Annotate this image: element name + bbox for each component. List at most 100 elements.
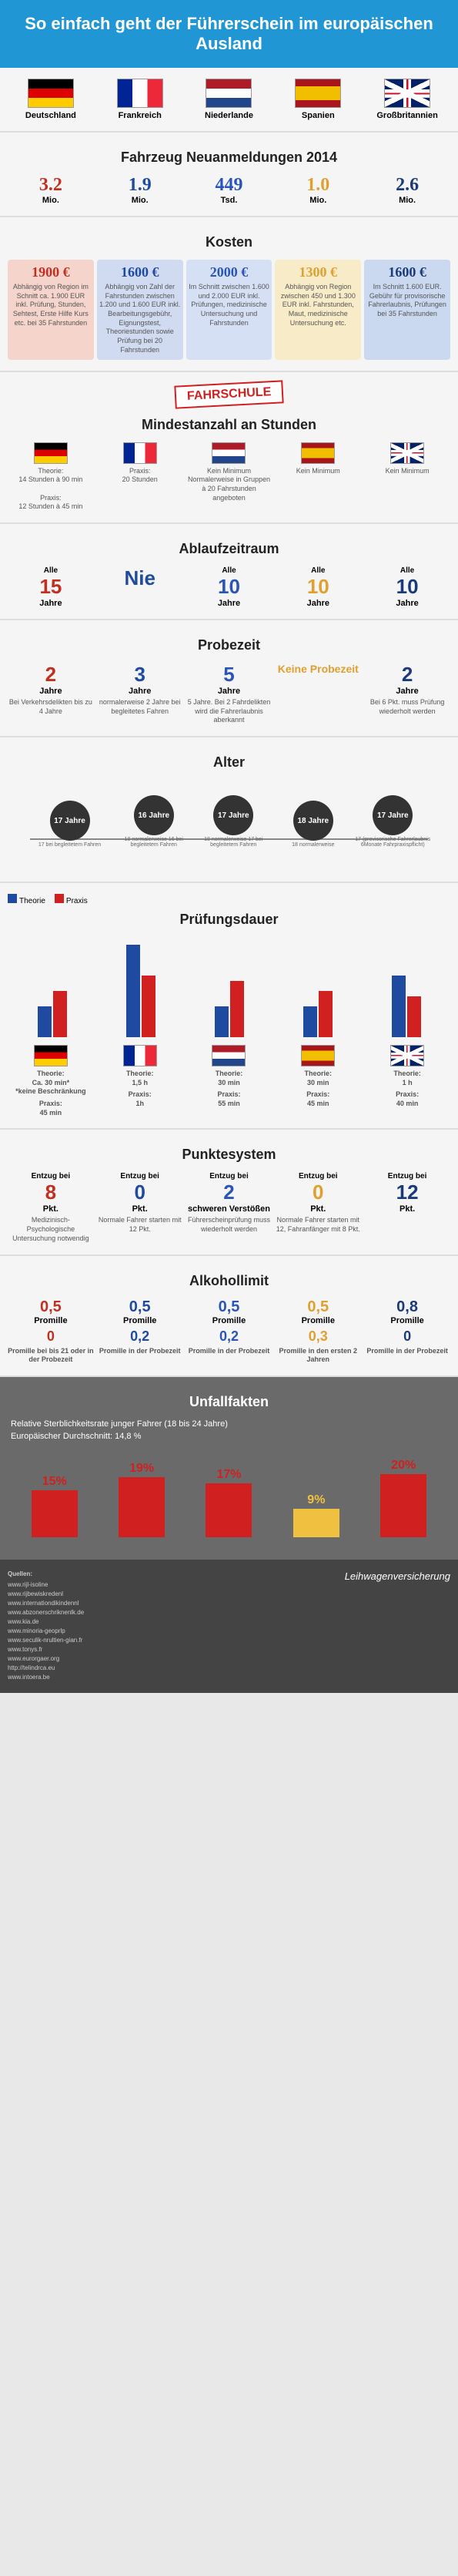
bar-praxis bbox=[53, 991, 67, 1037]
flag-es-icon bbox=[301, 1045, 335, 1066]
expiry-item: Nie bbox=[97, 566, 183, 608]
probation-item: 5Jahre5 Jahre. Bei 2 Fahrdelikten wird d… bbox=[186, 663, 272, 725]
country-uk: Großbritannien bbox=[364, 79, 450, 120]
fact-bar: 15% bbox=[32, 1475, 78, 1537]
minhours-item: Kein Minimum Normalerweise in Gruppen à … bbox=[186, 442, 272, 512]
section-title: Mindestanzahl an Stunden bbox=[8, 417, 450, 433]
exam-label: Theorie: 1 hPraxis: 40 min bbox=[364, 1045, 450, 1117]
facts-section: Unfallfakten Relative Sterblichkeitsrate… bbox=[0, 1377, 458, 1560]
points-item: Entzug bei12Pkt. bbox=[364, 1172, 450, 1243]
source-link: www.tonys.fr bbox=[8, 1645, 84, 1654]
fact-bar: 9% bbox=[293, 1493, 339, 1537]
age-point: 18 Jahre18 normalerweise bbox=[273, 801, 353, 848]
flag-fr-icon bbox=[123, 1045, 157, 1066]
source-link: www.abzonerschriknenlk.de bbox=[8, 1608, 84, 1617]
expiry-item: Alle15Jahre bbox=[8, 566, 94, 608]
section-title: Alter bbox=[8, 754, 450, 771]
source-link: www.seculik-nrultien-gian.fr bbox=[8, 1636, 84, 1645]
flag-de-icon bbox=[34, 1045, 68, 1066]
fahrschule-sign: FAHRSCHULE bbox=[174, 380, 284, 408]
flag-es bbox=[295, 79, 341, 108]
source-link: www.kia.de bbox=[8, 1617, 84, 1627]
cost-item: 1300 €Abhängig von Region zwischen 450 u… bbox=[275, 260, 361, 360]
costs-section: Kosten 1900 €Abhängig von Region im Schn… bbox=[0, 217, 458, 372]
age-point: 16 Jahre18 normalerweise 16 bei begleite… bbox=[114, 795, 194, 848]
sources-label: Quellen: bbox=[8, 1570, 84, 1577]
points-item: Entzug bei2schweren VerstößenFührerschei… bbox=[186, 1172, 272, 1243]
exam-label: Theorie: Ca. 30 min* *keine Beschränkung… bbox=[8, 1045, 94, 1117]
minhours-item: Praxis: 20 Stunden bbox=[97, 442, 183, 512]
reg-value: 449Tsd. bbox=[186, 175, 272, 205]
alcohol-item: 0,8Promille0Promille in der Probezeit bbox=[364, 1298, 450, 1365]
section-title: Ablaufzeitraum bbox=[8, 541, 450, 557]
age-point: 17 Jahre18 normalerweise 17 bei begleite… bbox=[194, 795, 274, 848]
section-title: Punktesystem bbox=[8, 1147, 450, 1163]
fact-bar: 19% bbox=[119, 1462, 165, 1537]
registrations-section: Fahrzeug Neuanmeldungen 2014 3.2Mio.1.9M… bbox=[0, 133, 458, 217]
probation-item: 3Jahrenormalerweise 2 Jahre bei begleite… bbox=[97, 663, 183, 725]
bar-praxis bbox=[230, 981, 244, 1037]
minhours-section: FAHRSCHULE Mindestanzahl an Stunden Theo… bbox=[0, 372, 458, 524]
expiry-section: Ablaufzeitraum Alle15JahreNieAlle10Jahre… bbox=[0, 524, 458, 620]
points-item: Entzug bei8Pkt.Medizinisch-Psychologisch… bbox=[8, 1172, 94, 1243]
section-title: Unfallfakten bbox=[11, 1394, 447, 1410]
section-title: Kosten bbox=[8, 234, 450, 250]
exam-label: Theorie: 30 minPraxis: 55 min bbox=[186, 1045, 272, 1117]
bar-group bbox=[303, 991, 333, 1037]
flag-uk-icon bbox=[390, 442, 424, 464]
country-es: Spanien bbox=[275, 79, 361, 120]
flag-nl-icon bbox=[212, 1045, 246, 1066]
legend: Theorie Praxis bbox=[8, 894, 450, 905]
footer: Quellen: www.rijl-isolinewww.rijbewiskre… bbox=[0, 1560, 458, 1693]
expiry-item: Alle10Jahre bbox=[186, 566, 272, 608]
facts-sub: Relative Sterblichkeitsrate junger Fahre… bbox=[11, 1419, 447, 1429]
header-title: So einfach geht der Führerschein im euro… bbox=[0, 0, 458, 68]
legend-praxis: Praxis bbox=[66, 897, 88, 905]
minhours-item: Kein Minimum bbox=[275, 442, 361, 512]
alcohol-item: 0,5Promille0Promille bei bis 21 oder in … bbox=[8, 1298, 94, 1365]
bar-praxis bbox=[407, 996, 421, 1037]
fact-bar: 20% bbox=[380, 1459, 426, 1537]
bar-praxis bbox=[319, 991, 333, 1037]
flag-nl-icon bbox=[212, 442, 246, 464]
legend-theorie: Theorie bbox=[19, 897, 45, 905]
flag-nl bbox=[206, 79, 252, 108]
expiry-item: Alle10Jahre bbox=[275, 566, 361, 608]
bar-praxis bbox=[142, 976, 155, 1037]
flag-uk-icon bbox=[390, 1045, 424, 1066]
minhours-item: Theorie: 14 Stunden à 90 min Praxis: 12 … bbox=[8, 442, 94, 512]
bar-theorie bbox=[303, 1006, 317, 1037]
reg-value: 1.9Mio. bbox=[97, 175, 183, 205]
exam-section: Theorie Praxis Prüfungsdauer Theorie: Ca… bbox=[0, 883, 458, 1130]
country-de: Deutschland bbox=[8, 79, 94, 120]
bar-theorie bbox=[126, 945, 140, 1037]
logo: Leihwagenversicherung bbox=[345, 1570, 450, 1682]
source-link: www.rijl-isoline bbox=[8, 1580, 84, 1590]
alcohol-item: 0,5Promille0,3Promille in den ersten 2 J… bbox=[275, 1298, 361, 1365]
source-link: www.internationdikindennl bbox=[8, 1599, 84, 1608]
bar-theorie bbox=[215, 1006, 229, 1037]
flag-de bbox=[28, 79, 74, 108]
cost-item: 2000 €Im Schnitt zwischen 1.600 und 2.00… bbox=[186, 260, 272, 360]
points-section: Punktesystem Entzug bei8Pkt.Medizinisch-… bbox=[0, 1130, 458, 1255]
cost-item: 1600 €Abhängig von Zahl der Fahrstunden … bbox=[97, 260, 183, 360]
section-title: Fahrzeug Neuanmeldungen 2014 bbox=[8, 149, 450, 166]
countries-row: DeutschlandFrankreichNiederlandeSpanienG… bbox=[0, 68, 458, 133]
flag-uk bbox=[384, 79, 430, 108]
flag-fr-icon bbox=[123, 442, 157, 464]
facts-avg: Europäischer Durchschnitt: 14,8 % bbox=[11, 1432, 447, 1441]
flag-es-icon bbox=[301, 442, 335, 464]
minhours-item: Kein Minimum bbox=[364, 442, 450, 512]
age-point: 17 Jahre17 bei begleitetem Fahren bbox=[30, 801, 110, 848]
source-link: www.rijbewiskredenl bbox=[8, 1590, 84, 1599]
probation-section: Probezeit 2JahreBei Verkehrs­delikten bi… bbox=[0, 620, 458, 737]
cost-item: 1900 €Abhängig von Region im Schnitt ca.… bbox=[8, 260, 94, 360]
country-nl: Niederlande bbox=[186, 79, 272, 120]
section-title: Prüfungsdauer bbox=[8, 912, 450, 928]
bar-group bbox=[215, 981, 244, 1037]
cost-item: 1600 €Im Schnitt 1.600 EUR. Gebühr für p… bbox=[364, 260, 450, 360]
exam-label: Theorie: 1,5 hPraxis: 1h bbox=[97, 1045, 183, 1117]
section-title: Alkohollimit bbox=[8, 1273, 450, 1289]
source-link: www.minoria-geoprlp bbox=[8, 1627, 84, 1636]
age-point: 17 Jahre17 (provisorische Fahrerlaubnis … bbox=[353, 795, 433, 848]
